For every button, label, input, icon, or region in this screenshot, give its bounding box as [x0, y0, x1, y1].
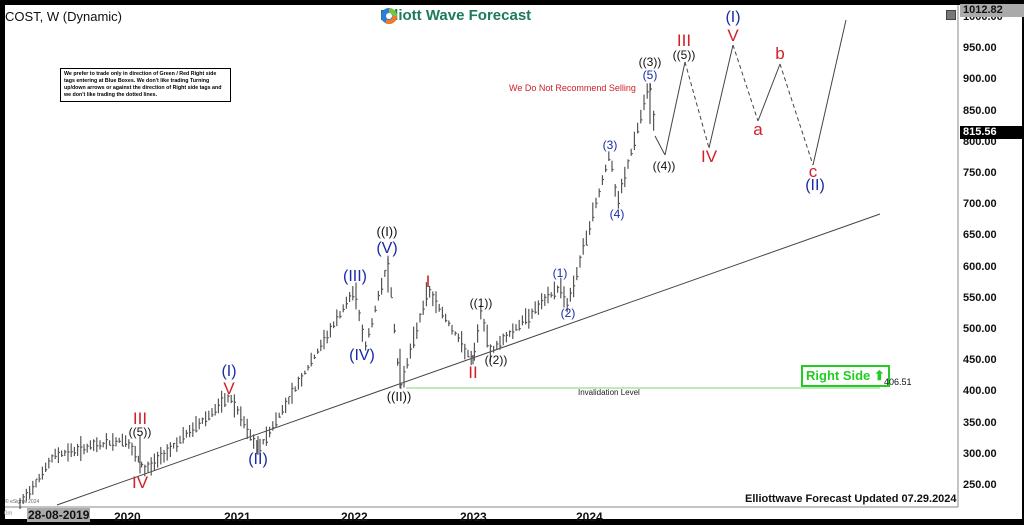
- wave-label: c: [808, 162, 818, 181]
- chart-settings-icon[interactable]: [946, 10, 956, 20]
- wave-label: (II): [248, 451, 268, 468]
- wave-label: (2): [560, 306, 576, 320]
- symbol-title: COST, W (Dynamic): [5, 9, 122, 24]
- invalidation-value: 406.51: [884, 377, 912, 387]
- wave-label: a: [753, 120, 763, 139]
- wave-label: V: [223, 379, 235, 398]
- x-tick-label: 2024: [576, 510, 603, 524]
- wave-label: ((1)): [469, 296, 493, 310]
- high-price-tag: 1012.82: [960, 4, 1024, 17]
- wave-label: (1): [552, 266, 568, 280]
- wave-label: ((4)): [652, 159, 676, 173]
- x-tick-label: 2020: [114, 510, 141, 524]
- wave-label: (5): [642, 68, 658, 82]
- wave-label: (IV): [349, 347, 375, 364]
- wave-label: ((2)): [484, 353, 508, 367]
- arrow-up-icon: ⬆: [873, 368, 885, 383]
- price-bars: [19, 82, 656, 510]
- interval-label: 0m: [4, 511, 13, 517]
- right-side-label: Right Side: [806, 368, 871, 383]
- wave-label: ((5)): [672, 48, 696, 62]
- wave-label: ((I)): [376, 224, 398, 239]
- y-tick-label: 550.00: [963, 291, 997, 304]
- wave-label: IV: [131, 473, 149, 492]
- wave-label: (II): [805, 177, 825, 194]
- y-tick-label: 950.00: [963, 42, 997, 55]
- ewf-logo-icon: [381, 8, 398, 25]
- y-tick-label: 600.00: [963, 260, 997, 273]
- y-tick-label: 900.00: [963, 73, 997, 86]
- x-start-date: 28-08-2019: [27, 508, 91, 522]
- wave-label: III: [676, 31, 692, 50]
- y-tick-label: 350.00: [963, 416, 997, 429]
- wave-label: ((3)): [638, 55, 662, 69]
- right-side-tag: Right Side ⬆: [801, 365, 890, 387]
- x-tick-label: 2021: [224, 510, 251, 524]
- brand-name: Elliott Wave Forecast: [380, 7, 532, 24]
- wave-label: III: [132, 409, 148, 428]
- wave-label: (I): [725, 9, 741, 26]
- x-tick-label: 2022: [341, 510, 368, 524]
- y-tick-label: 450.00: [963, 354, 997, 367]
- wave-label: b: [775, 44, 785, 63]
- y-tick-label: 700.00: [963, 198, 997, 211]
- wave-label: IV: [700, 147, 718, 166]
- wave-label: (3): [602, 138, 618, 152]
- esignal-watermark: © eSignal 2024: [5, 499, 40, 505]
- wave-label: II: [468, 363, 478, 382]
- y-tick-label: 250.00: [963, 479, 997, 491]
- projection-path: [654, 19, 847, 166]
- trading-note-box: We prefer to trade only in direction of …: [60, 68, 231, 102]
- y-tick-label: 500.00: [963, 323, 997, 335]
- y-tick-label: 850.00: [963, 104, 997, 117]
- wave-label: ((5)): [128, 425, 152, 439]
- brand-logo: Elliott Wave Forecast: [380, 7, 532, 25]
- wave-label: (III): [343, 268, 367, 285]
- footer-updated: Elliottwave Forecast Updated 07.29.2024: [745, 493, 957, 505]
- wave-label: I: [425, 272, 431, 291]
- y-tick-label: 650.00: [963, 229, 997, 242]
- wave-label: ((II)): [386, 389, 412, 404]
- invalidation-label: Invalidation Level: [578, 388, 640, 397]
- wave-label: (4): [609, 207, 625, 221]
- last-price-tag: 815.56: [960, 126, 1024, 139]
- y-tick-label: 400.00: [963, 385, 997, 398]
- y-tick-label: 750.00: [963, 167, 997, 179]
- wave-label: (I): [221, 363, 237, 380]
- wave-label: (V): [376, 240, 398, 257]
- y-tick-label: 300.00: [963, 447, 997, 460]
- x-tick-label: 2023: [460, 510, 487, 524]
- trendline[interactable]: [56, 213, 881, 506]
- warning-text: We Do Not Recommend Selling: [509, 83, 636, 93]
- wave-label: V: [727, 26, 739, 45]
